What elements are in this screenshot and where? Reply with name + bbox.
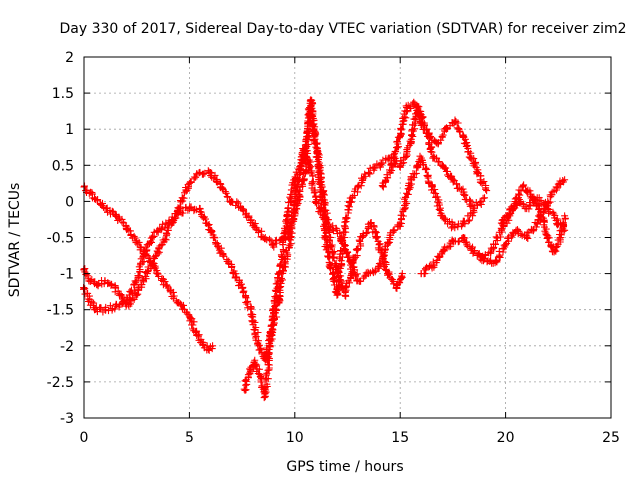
- series-markers: [241, 96, 406, 402]
- y-tick-label: -1: [60, 267, 74, 283]
- data-point: [112, 212, 120, 220]
- series-track-f: [417, 176, 569, 278]
- series-markers: [417, 177, 567, 278]
- x-tick-label: 15: [391, 430, 409, 446]
- y-tick-label: 1: [65, 122, 74, 138]
- series-track-d: [240, 96, 406, 402]
- x-tick-label: 20: [497, 430, 515, 446]
- x-tick-label: 10: [286, 430, 304, 446]
- y-tick-label: 0.5: [52, 158, 74, 174]
- series-track-c: [80, 145, 478, 364]
- y-tick-label: 0: [65, 194, 74, 210]
- y-tick-label: 1.5: [52, 86, 74, 102]
- series-markers: [498, 181, 569, 256]
- series-track-h: [497, 181, 569, 256]
- y-tick-label: -3: [60, 411, 74, 427]
- y-tick-label: -2: [60, 339, 74, 355]
- x-tick-label: 5: [185, 430, 194, 446]
- y-tick-label: -1.5: [47, 303, 74, 319]
- x-axis-label: GPS time / hours: [286, 459, 403, 475]
- data-series: [80, 96, 569, 402]
- axis-ticks: -3-2.5-2-1.5-1-0.500.511.520 5 10 15 20 25: [47, 50, 620, 446]
- data-point: [470, 208, 478, 216]
- series-track-e: [378, 98, 491, 195]
- series-markers: [80, 145, 477, 363]
- series-markers: [378, 98, 490, 193]
- chart-title: Day 330 of 2017, Sidereal Day-to-day VTE…: [60, 21, 627, 37]
- x-tick-label: 0: [80, 430, 89, 446]
- y-tick-label: -2.5: [47, 375, 74, 391]
- y-tick-label: -0.5: [47, 231, 74, 247]
- x-tick-label: 25: [602, 430, 620, 446]
- data-point: [185, 179, 193, 187]
- y-tick-label: 2: [65, 50, 74, 66]
- y-axis-label: SDTVAR / TECUs: [7, 183, 23, 298]
